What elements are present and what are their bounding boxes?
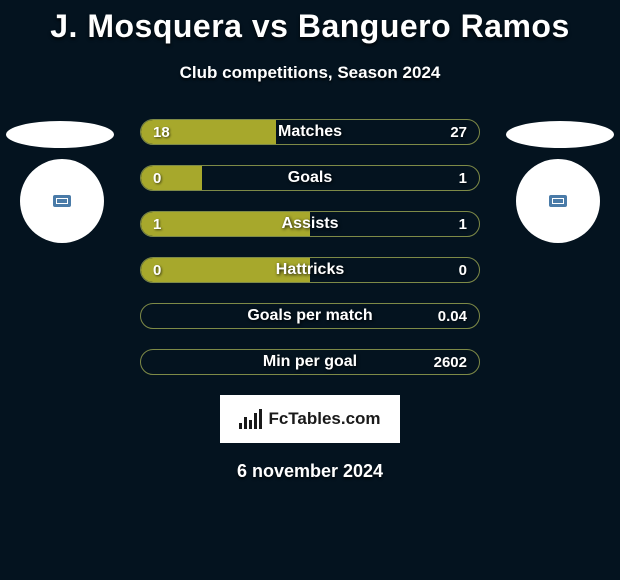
stat-bar: 18 Matches 27: [140, 119, 480, 145]
stat-right-value: 27: [450, 124, 467, 141]
stat-left-value: 0: [153, 262, 161, 279]
club-icon: [53, 195, 71, 207]
source-logo: FcTables.com: [220, 395, 400, 443]
club-circle-left: [20, 159, 104, 243]
stat-label: Min per goal: [263, 353, 357, 371]
content-area: 18 Matches 27 0 Goals 1 1 Assists 1 0 Hattricks 0 Go…: [0, 119, 620, 482]
stat-bar: Goals per match 0.04: [140, 303, 480, 329]
player-badge-left: [20, 159, 104, 243]
subtitle: Club competitions, Season 2024: [0, 63, 620, 83]
stat-right-value: 0: [459, 262, 467, 279]
stat-right-value: 0.04: [438, 308, 467, 325]
stat-bar: 1 Assists 1: [140, 211, 480, 237]
ellipse-decoration: [506, 121, 614, 148]
stat-bar: 0 Hattricks 0: [140, 257, 480, 283]
stat-right-value: 2602: [434, 354, 467, 371]
club-icon: [549, 195, 567, 207]
stat-left-value: 0: [153, 170, 161, 187]
player-badge-right: [516, 159, 600, 243]
page-title: J. Mosquera vs Banguero Ramos: [0, 8, 620, 45]
bar-fill-left: [141, 166, 202, 190]
ellipse-decoration: [6, 121, 114, 148]
date-label: 6 november 2024: [0, 461, 620, 482]
stat-label: Hattricks: [276, 261, 344, 279]
stat-right-value: 1: [459, 216, 467, 233]
stat-label: Assists: [282, 215, 339, 233]
stat-bars: 18 Matches 27 0 Goals 1 1 Assists 1 0 Hattricks 0 Go…: [140, 119, 480, 375]
club-circle-right: [516, 159, 600, 243]
stat-left-value: 18: [153, 124, 170, 141]
stat-bar: Min per goal 2602: [140, 349, 480, 375]
logo-text: FcTables.com: [268, 409, 380, 429]
stat-label: Goals: [288, 169, 332, 187]
stat-label: Goals per match: [247, 307, 372, 325]
comparison-infographic: J. Mosquera vs Banguero Ramos Club compe…: [0, 0, 620, 482]
stat-left-value: 1: [153, 216, 161, 233]
stat-label: Matches: [278, 123, 342, 141]
stat-right-value: 1: [459, 170, 467, 187]
logo-bars-icon: [239, 409, 262, 429]
stat-bar: 0 Goals 1: [140, 165, 480, 191]
